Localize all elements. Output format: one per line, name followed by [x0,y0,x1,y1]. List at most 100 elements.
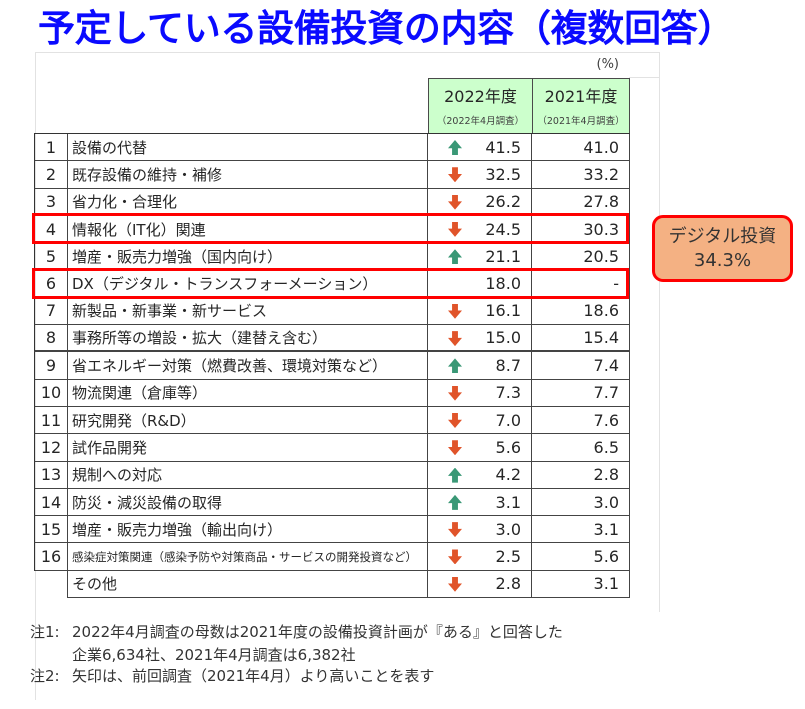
arrow-up-icon [448,467,462,483]
rank-cell: 16 [34,543,68,571]
value-2022-cell: 5.6 [428,434,532,462]
table-row: 13 規制への対応 4.2 2.8 [34,461,630,489]
value-2022: 8.7 [495,356,521,376]
value-2022: 4.2 [495,465,521,485]
value-2022: 15.0 [485,328,521,348]
rank-cell: 14 [34,488,68,517]
digital-investment-callout: デジタル投資 34.3% [652,215,793,282]
value-2022: 16.1 [485,301,521,321]
value-2021: 27.8 [532,188,630,216]
value-2022-cell: 8.7 [428,352,532,380]
page-title: 予定している設備投資の内容（複数回答） [38,7,735,50]
value-2022: 3.0 [495,519,521,539]
item-label: 試作品開発 [68,434,428,462]
value-2021: 7.6 [532,406,630,435]
rank-cell: 11 [34,406,68,435]
column-header-2022-sub: （2022年4月調査） [436,116,525,127]
value-2022: 7.0 [495,410,521,430]
value-2022-cell: 7.3 [428,379,532,407]
arrow-down-icon [448,440,462,456]
item-label: 省力化・合理化 [68,188,428,216]
rank-cell: 5 [34,243,68,271]
item-label: 設備の代替 [68,134,428,162]
rank-cell: 8 [34,325,68,353]
rank-cell: 1 [34,134,68,162]
value-2022-cell: 21.1 [428,243,532,271]
note-1-text: 2022年4月調査の母数は2021年度の設備投資計画が『ある』と回答した [72,623,563,641]
table-row: 3 省力化・合理化 26.2 27.8 [34,188,630,216]
value-2022-cell: 3.1 [428,488,532,517]
value-2021: 2.8 [532,461,630,489]
value-2021: 3.0 [532,488,630,517]
value-2022-cell: 26.2 [428,188,532,216]
item-label: 規制への対応 [68,461,428,489]
note-1-label: 注1: [30,623,60,641]
arrow-down-icon [448,331,462,347]
item-label: 省エネルギー対策（燃費改善、環境対策など） [68,352,428,380]
arrow-up-icon [448,140,462,155]
table-row: 14 防災・減災設備の取得 3.1 3.0 [34,488,630,517]
value-2022: 24.5 [485,219,521,239]
column-header-2021-sub: （2021年4月調査） [537,116,625,127]
sheet-frame-right-line [659,52,660,612]
item-label: 防災・減災設備の取得 [68,488,428,517]
arrow-up-icon [448,358,462,374]
value-2022: 26.2 [485,192,521,212]
callout-label: デジタル投資 [668,226,777,247]
column-header-2021-label: 2021年度 [544,87,618,106]
item-label: その他 [68,570,428,599]
value-2021: 5.6 [532,543,630,571]
value-2021: 20.5 [532,243,630,271]
value-2021: 41.0 [532,134,630,162]
item-label: 物流関連（倉庫等） [68,379,428,407]
rank-cell: 7 [34,297,68,326]
value-2021: 18.6 [532,297,630,326]
arrow-up-icon [448,249,462,265]
value-2021: 6.5 [532,434,630,462]
arrow-down-icon [448,167,462,183]
table-row: 15 増産・販売力増強（輸出向け） 3.0 3.1 [34,516,630,544]
rank-cell: 10 [34,379,68,407]
value-2022-cell: 16.1 [428,297,532,326]
table-row-other: その他 2.8 3.1 [34,570,630,599]
value-2022-cell: 2.8 [428,570,532,599]
value-2022: 41.5 [485,137,521,157]
table-row: 12 試作品開発 5.6 6.5 [34,434,630,462]
item-label: 研究開発（R&D） [68,406,428,435]
rank-cell: 2 [34,161,68,189]
note-2-text: 矢印は、前回調査（2021年4月）より高いことを表す [72,667,435,685]
value-2021: 7.7 [532,379,630,407]
item-label: 新製品・新事業・新サービス [68,297,428,326]
value-2022-cell: 2.5 [428,543,532,571]
item-label: 増産・販売力増強（国内向け） [68,243,428,271]
highlight-box-row-6 [32,268,629,299]
investment-table: 1 設備の代替 41.5 41.0 2 既存設備の維持・補修 32.5 33.2… [34,133,630,599]
sheet-gridline [629,77,659,78]
rank-cell: 9 [34,352,68,380]
value-2022-cell: 41.5 [428,134,532,162]
item-label: 増産・販売力増強（輸出向け） [68,516,428,544]
table-row: 7 新製品・新事業・新サービス 16.1 18.6 [34,297,630,326]
table-row: 8 事務所等の増設・拡大（建替え含む） 15.0 15.4 [34,325,630,353]
rank-cell-empty [34,570,68,599]
value-2022: 5.6 [495,437,521,457]
value-2021: 33.2 [532,161,630,189]
unit-label: (%) [596,57,620,72]
note-1-text-continued: 企業6,634社、2021年4月調査は6,382社 [72,646,356,664]
arrow-up-icon [448,494,462,510]
arrow-down-icon [448,549,462,565]
value-2022: 18.0 [485,274,521,294]
arrow-down-icon [448,412,462,428]
sheet-frame-left-line [35,52,36,700]
rank-cell: 12 [34,434,68,462]
table-row: 1 設備の代替 41.5 41.0 [34,134,630,162]
table-row: 16 感染症対策関連（感染予防や対策商品・サービスの開発投資など） 2.5 5.… [34,543,630,571]
highlight-box-row-4 [32,213,629,244]
column-header-2021: 2021年度 （2021年4月調査） [532,78,630,134]
value-2022-cell: 15.0 [428,325,532,353]
item-label: 感染症対策関連（感染予防や対策商品・サービスの開発投資など） [68,543,428,571]
table-row: 11 研究開発（R&D） 7.0 7.6 [34,406,630,435]
arrow-down-icon [448,194,462,210]
value-2021: 7.4 [532,352,630,380]
arrow-down-icon [448,576,462,592]
